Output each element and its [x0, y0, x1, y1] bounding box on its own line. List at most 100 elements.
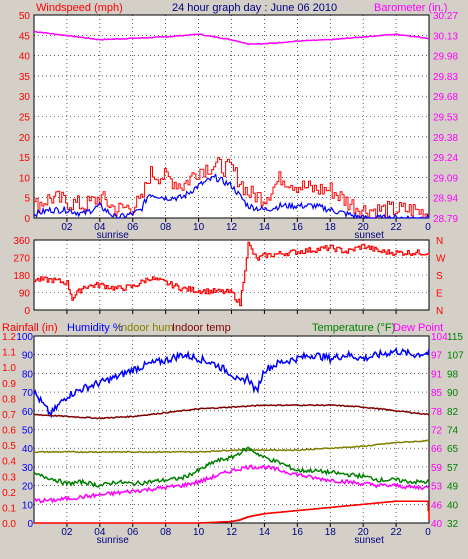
compass-tick-label: W: [436, 254, 446, 265]
rainfall-tick-label: 0.5: [2, 441, 16, 452]
direction-tick-label: 180: [13, 271, 30, 282]
humidity-tick-label: 20: [22, 482, 34, 493]
x-tick-label: 0: [425, 527, 431, 538]
temp-humidity-panel: 1.2 1.1 1.0 0.9 0.8 0.7 0.6 0.5 0.4 0.3 0.2 0.1 0.0 1…: [2, 332, 464, 546]
x-tick-label: 06: [127, 527, 139, 538]
x-tick-label: 08: [160, 527, 172, 538]
rainfall-tick-label: 0.3: [2, 472, 16, 483]
x-tick-label: 0: [425, 222, 431, 233]
x-tick-label: 20: [358, 527, 370, 538]
dew-point-tick-label: 78: [431, 407, 443, 418]
windspeed-tick-label: 10: [19, 173, 31, 184]
x-tick-label: 16: [292, 222, 304, 233]
indoor-temp-label: Indoor temp: [172, 322, 231, 334]
dew-point-tick-label: 97: [431, 351, 443, 362]
dew-point-tick-label: 85: [431, 388, 443, 399]
wind-gust-series-line: [34, 157, 430, 219]
x-tick-label: 12: [226, 222, 238, 233]
barometer-tick-label: 29.53: [433, 113, 458, 124]
rainfall-series-line: [34, 500, 430, 524]
temperature-tick-label: 40: [447, 500, 459, 511]
rainfall-tick-label: 0.0: [2, 519, 16, 530]
dew-point-tick-label: 53: [431, 482, 443, 493]
x-tick-label: 12: [226, 527, 238, 538]
barometer-tick-label: 28.94: [433, 194, 458, 205]
wind-avg-series-line: [33, 173, 430, 220]
compass-tick-label: N: [436, 236, 443, 247]
windspeed-tick-label: 35: [19, 72, 31, 83]
humidity-tick-label: 80: [22, 369, 34, 380]
windspeed-tick-label: 0: [24, 214, 30, 225]
rainfall-tick-label: 0.1: [2, 503, 16, 514]
barometer-series-line: [33, 30, 430, 45]
indoor-hum-series-line: [33, 439, 430, 454]
temperature-axis-label: Temperature (°F): [312, 322, 395, 334]
compass-tick-label: S: [436, 271, 443, 282]
temperature-tick-label: 49: [447, 482, 459, 493]
sunset-label: sunset: [354, 230, 384, 241]
x-tick-label: 10: [193, 222, 205, 233]
sunrise-label: sunrise: [97, 230, 130, 241]
humidity-tick-label: 90: [22, 351, 34, 362]
x-tick-label: 22: [391, 222, 403, 233]
dew-point-tick-label: 66: [431, 444, 443, 455]
windspeed-tick-label: 20: [19, 133, 31, 144]
windspeed-tick-label: 30: [19, 92, 31, 103]
barometer-tick-label: 29.98: [433, 52, 458, 63]
x-tick-label: 20: [358, 222, 370, 233]
barometer-axis-label: Barometer (in.): [374, 2, 447, 14]
humidity-tick-label: 60: [22, 407, 34, 418]
humidity-tick-label: 50: [22, 426, 34, 437]
rainfall-tick-label: 0.7: [2, 410, 16, 421]
dew-point-tick-label: 91: [431, 369, 443, 380]
dew-point-tick-label: 72: [431, 426, 443, 437]
humidity-tick-label: 0: [27, 519, 33, 530]
temperature-tick-label: 82: [447, 407, 459, 418]
x-tick-label: 14: [259, 527, 271, 538]
temperature-series-line: [33, 446, 430, 488]
sunrise-label: sunrise: [97, 535, 130, 546]
temperature-tick-label: 90: [447, 388, 459, 399]
indoor-hum-label: Indoor hum: [118, 322, 174, 334]
barometer-tick-label: 29.38: [433, 133, 458, 144]
dew-point-tick-label: 46: [431, 500, 443, 511]
direction-tick-label: 270: [13, 254, 30, 265]
temperature-tick-label: 98: [447, 369, 459, 380]
dew-point-series-line: [33, 464, 430, 504]
dew-point-tick-label: 104: [431, 332, 448, 343]
rainfall-tick-label: 1.1: [2, 348, 16, 359]
x-tick-label: 18: [325, 527, 337, 538]
x-tick-label: 08: [160, 222, 172, 233]
x-tick-label: 02: [61, 222, 73, 233]
rainfall-tick-label: 1.2: [2, 332, 16, 343]
temperature-tick-label: 74: [447, 426, 459, 437]
x-tick-label: 04: [94, 222, 106, 233]
rainfall-tick-label: 1.0: [2, 363, 16, 374]
barometer-tick-label: 30.27: [433, 11, 458, 22]
windspeed-tick-label: 40: [19, 52, 31, 63]
x-tick-label: 22: [391, 527, 403, 538]
rainfall-tick-label: 0.9: [2, 379, 16, 390]
wind-direction-series-line: [34, 241, 430, 307]
barometer-tick-label: 29.83: [433, 72, 458, 83]
rainfall-axis-label: Rainfall (in): [2, 322, 58, 334]
temperature-tick-label: 65: [447, 444, 459, 455]
windspeed-tick-label: 5: [24, 194, 30, 205]
humidity-axis-label: Humidity %: [67, 322, 123, 334]
x-tick-label: 16: [292, 527, 304, 538]
humidity-tick-label: 40: [22, 444, 34, 455]
windspeed-tick-label: 15: [19, 153, 31, 164]
humidity-tick-label: 70: [22, 388, 34, 399]
wind-barometer-panel: 5045403530252015105030.2730.1329.9829.83…: [19, 11, 459, 241]
temperature-tick-label: 32: [447, 519, 459, 530]
graph-title: 24 hour graph day : June 06 2010: [172, 2, 337, 14]
direction-tick-label: 0: [24, 306, 30, 317]
rainfall-tick-label: 0.8: [2, 394, 16, 405]
sunset-label: sunset: [354, 535, 384, 546]
temperature-tick-label: 115: [447, 332, 463, 343]
dew-point-axis-label: Dew Point: [393, 322, 443, 334]
compass-tick-label: E: [436, 289, 443, 300]
compass-tick-label: N: [436, 306, 443, 317]
windspeed-tick-label: 45: [19, 31, 31, 42]
